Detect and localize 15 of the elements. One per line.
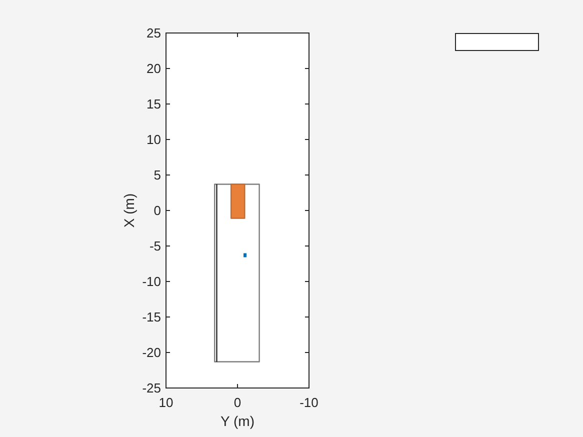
y-tick-label: 5 [154, 168, 161, 182]
y-axis-title: X (m) [121, 193, 137, 228]
x-axis-title: Y (m) [220, 413, 254, 429]
y-tick-label: 0 [154, 203, 161, 218]
y-tick-label: 10 [146, 132, 161, 147]
y-tick-label: -5 [149, 238, 161, 254]
y-tick-label: -10 [142, 274, 161, 289]
x-tick-label: 0 [234, 395, 242, 410]
y-tick-label: -25 [142, 380, 161, 396]
y-tick-label: 15 [146, 96, 161, 112]
y-tick-label: -15 [142, 310, 161, 324]
y-tick-label: 25 [146, 26, 161, 40]
y-tick-label: 20 [146, 61, 161, 76]
x-tick-label: -10 [300, 395, 318, 410]
y-tick-label: -20 [142, 345, 161, 360]
